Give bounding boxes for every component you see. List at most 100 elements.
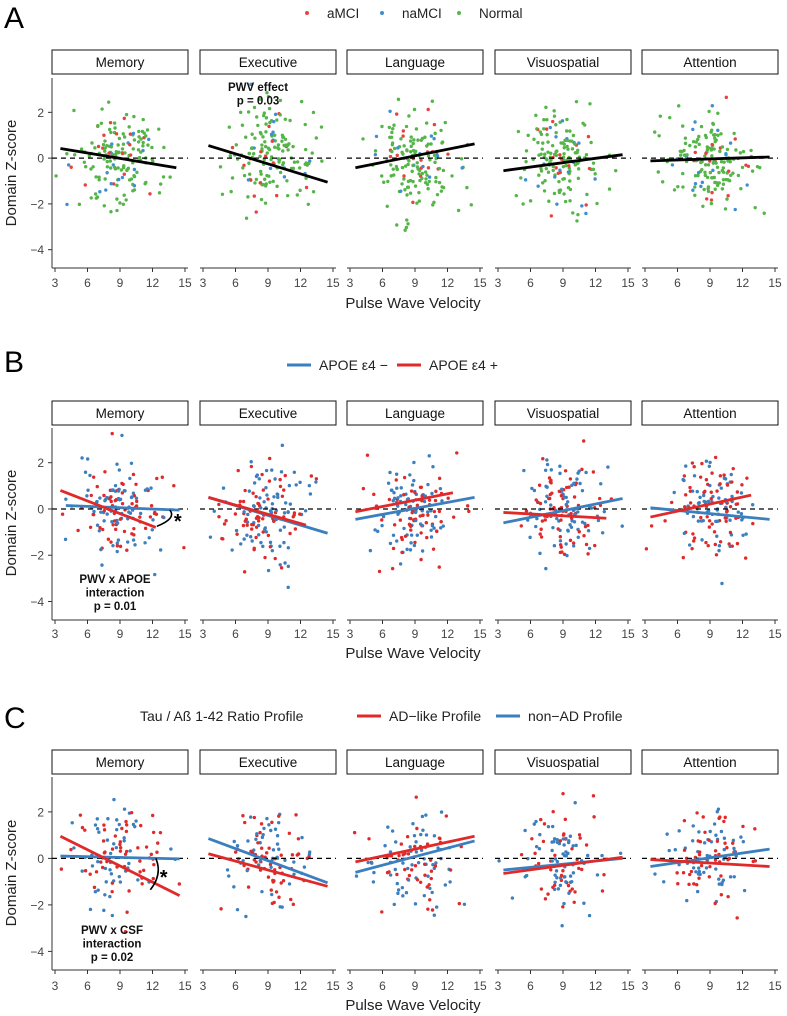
x-tick-label: 12 xyxy=(146,979,160,993)
scatter-point xyxy=(559,493,564,498)
scatter-point xyxy=(298,512,302,516)
scatter-point xyxy=(117,177,121,182)
scatter-point xyxy=(682,478,686,483)
scatter-point xyxy=(462,902,467,906)
scatter-point xyxy=(227,125,232,129)
scatter-point xyxy=(222,522,227,526)
scatter-point xyxy=(269,132,274,137)
scatter-point xyxy=(241,166,245,170)
scatter-point xyxy=(373,149,378,153)
scatter-point xyxy=(118,544,123,549)
scatter-point xyxy=(410,169,414,174)
scatter-point xyxy=(687,543,692,547)
scatter-point xyxy=(570,147,575,151)
scatter-point xyxy=(537,847,542,851)
scatter-point xyxy=(129,495,134,500)
scatter-point xyxy=(712,822,717,826)
scatter-point xyxy=(88,473,92,478)
scatter-point xyxy=(405,185,410,189)
x-tick-label: 15 xyxy=(621,276,635,290)
scatter-point xyxy=(541,181,545,185)
scatter-point xyxy=(411,200,415,205)
scatter-point xyxy=(386,481,391,485)
scatter-points xyxy=(653,807,758,920)
scatter-point xyxy=(250,527,254,531)
scatter-point xyxy=(299,99,304,104)
scatter-point xyxy=(263,177,267,181)
scatter-point xyxy=(589,140,593,145)
legend-label: Normal xyxy=(479,6,523,21)
scatter-point xyxy=(93,146,97,150)
scatter-point xyxy=(593,543,597,548)
scatter-point xyxy=(138,859,142,863)
scatter-point xyxy=(566,840,571,845)
scatter-point xyxy=(377,569,382,574)
scatter-point xyxy=(112,182,116,186)
scatter-point xyxy=(568,538,573,543)
x-tick-label: 6 xyxy=(674,627,681,641)
x-tick-label: 15 xyxy=(326,276,340,290)
scatter-point xyxy=(662,880,666,884)
scatter-point xyxy=(553,880,557,884)
scatter-point xyxy=(398,518,403,522)
regression-line-apoe-pos xyxy=(355,491,454,514)
scatter-point xyxy=(128,132,133,136)
legend-swatch-dot xyxy=(457,11,461,15)
scatter-point xyxy=(83,183,87,187)
scatter-point xyxy=(72,846,76,850)
scatter-point xyxy=(534,113,538,118)
scatter-point xyxy=(660,180,665,184)
scatter-point xyxy=(429,876,433,881)
scatter-point xyxy=(708,829,712,834)
facet-title: Executive xyxy=(239,406,298,421)
scatter-point xyxy=(551,119,555,124)
x-tick-label: 6 xyxy=(84,979,91,993)
scatter-point xyxy=(541,141,545,145)
x-tick-label: 6 xyxy=(674,276,681,290)
scatter-point xyxy=(388,541,393,546)
scatter-point xyxy=(734,148,738,152)
scatter-point xyxy=(402,475,407,480)
scatter-point xyxy=(718,815,722,819)
scatter-point xyxy=(83,828,87,832)
scatter-point xyxy=(718,474,723,478)
scatter-point xyxy=(65,152,69,156)
scatter-point xyxy=(212,509,216,513)
scatter-point xyxy=(434,489,438,494)
x-tick-label: 12 xyxy=(736,627,750,641)
scatter-point xyxy=(420,171,425,176)
scatter-point xyxy=(722,819,726,824)
scatter-point xyxy=(249,82,253,87)
y-tick-label: −2 xyxy=(30,549,44,563)
scatter-point xyxy=(536,184,540,188)
scatter-point xyxy=(684,856,689,860)
scatter-point xyxy=(245,533,249,537)
scatter-point xyxy=(97,178,101,182)
scatter-point xyxy=(711,122,716,126)
scatter-point xyxy=(448,880,452,884)
scatter-point xyxy=(314,480,318,484)
scatter-point xyxy=(570,847,574,851)
scatter-point xyxy=(701,204,705,209)
scatter-point xyxy=(578,836,582,840)
scatter-point xyxy=(548,492,552,497)
scatter-point xyxy=(550,824,555,829)
x-tick-label: 6 xyxy=(379,979,386,993)
scatter-point xyxy=(394,472,399,476)
scatter-point xyxy=(354,874,359,878)
scatter-point xyxy=(134,482,138,487)
scatter-point xyxy=(577,866,581,871)
scatter-point xyxy=(314,477,319,481)
scatter-point xyxy=(744,532,748,536)
annotation-text: PWV x APOE xyxy=(79,574,150,586)
scatter-point xyxy=(371,880,376,884)
scatter-point xyxy=(399,842,404,846)
scatter-point xyxy=(678,153,683,157)
scatter-point xyxy=(741,149,746,154)
scatter-point xyxy=(711,168,715,173)
scatter-point xyxy=(262,826,266,831)
scatter-point xyxy=(261,488,266,492)
scatter-point xyxy=(388,873,393,877)
scatter-point xyxy=(739,512,744,516)
scatter-point xyxy=(575,477,579,481)
